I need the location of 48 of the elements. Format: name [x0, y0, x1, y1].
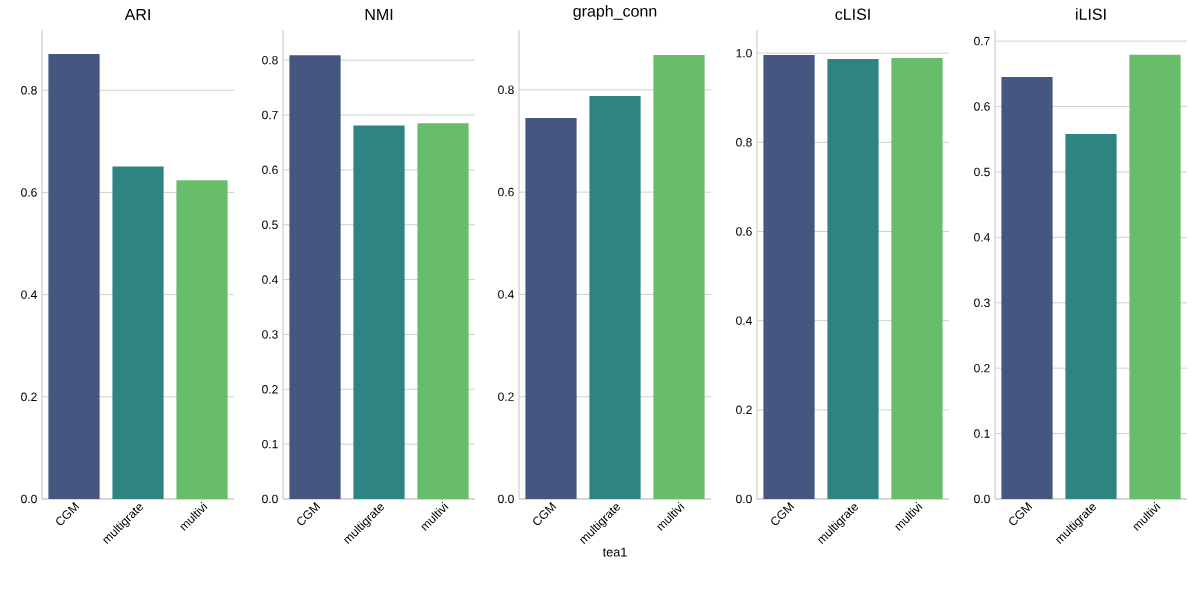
y-tick-label: 0.4 [736, 316, 752, 325]
chart-title: NMI [365, 8, 393, 20]
chart-title: cLISI [835, 8, 870, 20]
chart-title: ARI [124, 8, 150, 20]
y-tick-label: 0.6 [21, 188, 37, 197]
bar [176, 180, 228, 499]
y-tick-label: 0.4 [262, 275, 278, 284]
y-tick-label: 0.8 [736, 138, 752, 147]
y-tick-label: 0.2 [736, 405, 752, 415]
bar [1129, 54, 1181, 499]
y-tick-label: 0.2 [262, 385, 278, 394]
y-tick-label: 0.0 [498, 494, 514, 504]
y-tick-label: 0.2 [974, 363, 990, 373]
x-axis-title: tea1 [602, 547, 627, 557]
y-tick-label: 0.8 [498, 85, 514, 95]
y-tick-label: 0.8 [21, 86, 37, 95]
chart-title: iLISI [1076, 8, 1106, 20]
y-tick-label: 0.8 [262, 55, 278, 65]
bar [353, 125, 405, 499]
y-tick-label: 0.3 [974, 298, 990, 308]
y-tick-label: 0.4 [21, 290, 37, 299]
y-tick-label: 0.7 [262, 110, 278, 120]
chart-title: graph_conn [573, 5, 657, 20]
y-tick-label: 0.0 [736, 494, 752, 504]
bar [48, 54, 100, 499]
y-tick-label: 0.6 [498, 187, 514, 197]
y-tick-label: 0.5 [974, 167, 990, 177]
y-tick-label: 0.6 [736, 227, 752, 236]
y-tick-label: 0.0 [974, 494, 990, 504]
y-tick-label: 0.3 [262, 330, 278, 339]
y-tick-label: 0.4 [974, 233, 990, 242]
bar [112, 166, 164, 499]
y-tick-label: 0.2 [498, 392, 514, 401]
bar [1065, 133, 1117, 499]
y-tick-label: 0.5 [262, 220, 278, 229]
y-tick-label: 0.7 [974, 36, 990, 46]
bar [417, 123, 469, 499]
y-tick-label: 1.0 [736, 48, 752, 58]
bar [289, 55, 341, 499]
bar [1001, 77, 1053, 499]
y-tick-label: 0.2 [21, 392, 37, 402]
y-tick-label: 0.6 [974, 102, 990, 111]
y-tick-label: 0.1 [262, 439, 278, 449]
y-tick-label: 0.4 [498, 290, 514, 299]
y-tick-label: 0.0 [21, 494, 37, 504]
y-tick-label: 0.0 [262, 494, 278, 504]
y-tick-label: 0.6 [262, 165, 278, 175]
y-tick-label: 0.1 [974, 429, 990, 438]
